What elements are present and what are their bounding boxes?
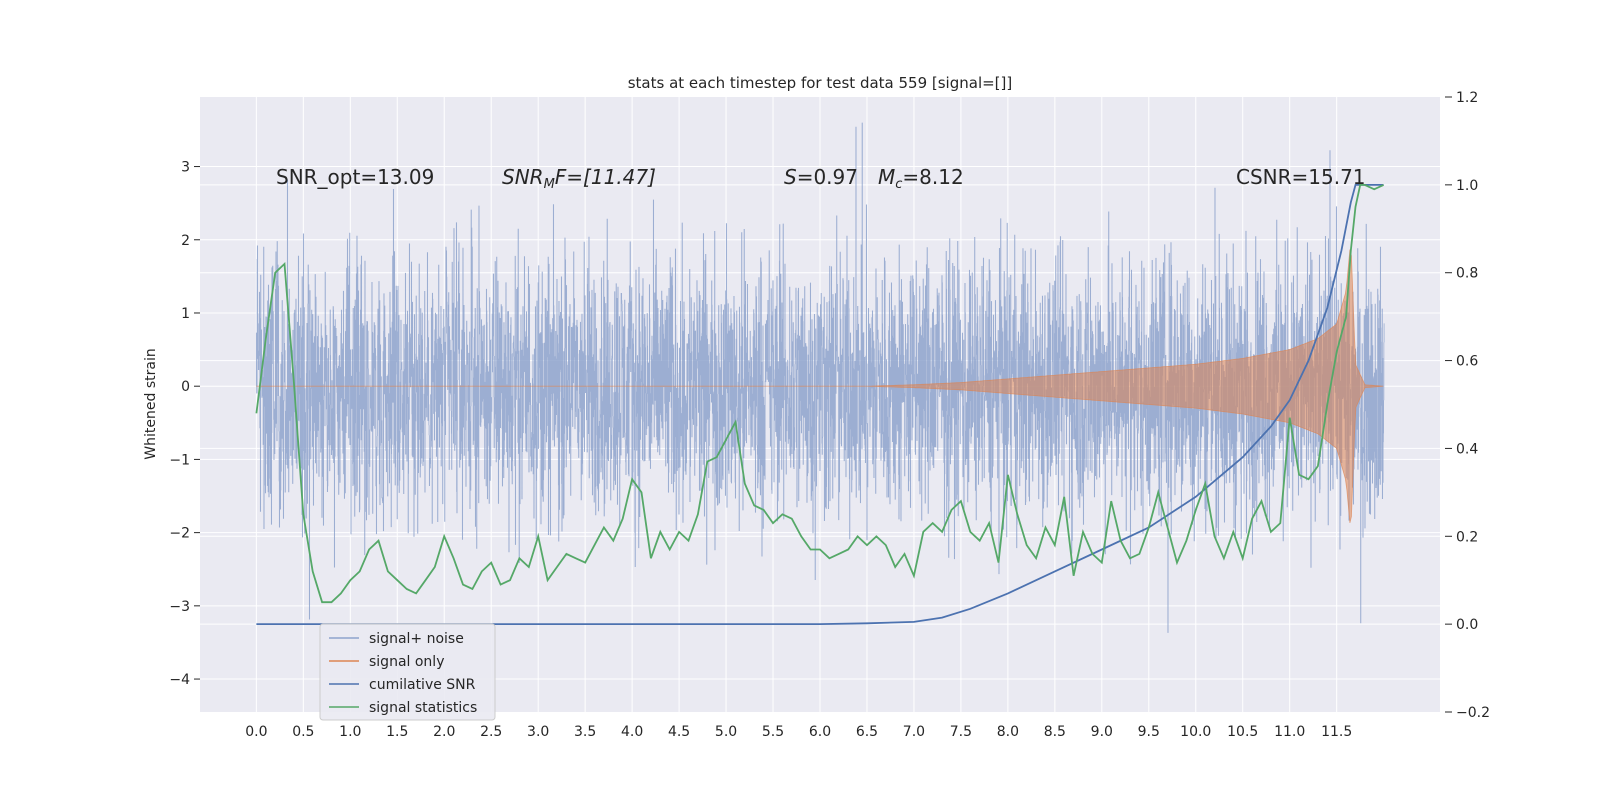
y2-tick-label: 0.6 xyxy=(1456,354,1478,370)
y2-tick-label: 1.2 xyxy=(1456,90,1478,106)
y2-tick-label: 0.0 xyxy=(1456,617,1478,633)
y2-tick-label: 0.2 xyxy=(1456,529,1478,545)
x-tick-label: 10.5 xyxy=(1227,724,1258,740)
x-tick-label: 5.5 xyxy=(762,724,784,740)
x-tick-label: 11.0 xyxy=(1274,724,1305,740)
legend-label-signal-only: signal only xyxy=(369,654,444,670)
y2-tick-label: 1.0 xyxy=(1456,178,1478,194)
legend-label-signal-statistics: signal statistics xyxy=(369,700,477,716)
annotation-snr-mf-sub: M xyxy=(544,177,555,192)
annotation-s-value: =0.97 xyxy=(797,165,858,189)
legend: signal+ noise signal only cumilative SNR… xyxy=(319,623,496,721)
x-tick-label: 1.5 xyxy=(386,724,408,740)
legend-item-signal-plus-noise: signal+ noise xyxy=(329,631,464,647)
legend-box xyxy=(319,623,496,721)
x-tick-label: 6.0 xyxy=(809,724,831,740)
annotation-mc: Mc=8.12 xyxy=(878,165,964,192)
x-tick-label: 10.0 xyxy=(1180,724,1211,740)
x-tick-label: 3.0 xyxy=(527,724,549,740)
legend-item-signal-only: signal only xyxy=(329,654,444,670)
y-tick-label: 2 xyxy=(181,233,190,249)
x-tick-label: 4.5 xyxy=(668,724,690,740)
y-axis-label: Whitened strain xyxy=(143,348,159,459)
signal-only-line xyxy=(256,249,1384,523)
annotation-snr-mf: SNRMF=[11.47] xyxy=(502,165,656,192)
annotation-snr-mf-suffix: F=[11.47] xyxy=(555,165,656,189)
y2-tick-label: −0.2 xyxy=(1456,705,1490,721)
x-tick-label: 9.5 xyxy=(1138,724,1160,740)
annotation-snr-mf-prefix: SNR xyxy=(502,165,544,189)
y-tick-label: 1 xyxy=(181,306,190,322)
annotation-snr-opt: SNR_opt=13.09 xyxy=(276,165,434,189)
x-tick-label: 9.0 xyxy=(1091,724,1113,740)
x-tick-label: 2.0 xyxy=(433,724,455,740)
x-tick-label: 8.0 xyxy=(997,724,1019,740)
annotation-mc-sub: c xyxy=(895,177,902,192)
annotation-mc-label: M xyxy=(878,165,895,189)
annotation-csnr: CSNR=15.71 xyxy=(1236,165,1366,189)
x-tick-label: 7.5 xyxy=(950,724,972,740)
x-tick-label: 6.5 xyxy=(856,724,878,740)
chart-title: stats at each timestep for test data 559… xyxy=(628,74,1013,92)
y-tick-label: −3 xyxy=(169,599,190,615)
y-tick-label: −1 xyxy=(169,452,190,468)
x-tick-label: 8.5 xyxy=(1044,724,1066,740)
y2-tick-label: 0.4 xyxy=(1456,441,1478,457)
x-tick-label: 2.5 xyxy=(480,724,502,740)
x-tick-label: 11.5 xyxy=(1321,724,1352,740)
legend-item-cumulative-snr: cumilative SNR xyxy=(329,677,476,693)
annotation-s-label: S xyxy=(784,165,797,189)
x-tick-label: 5.0 xyxy=(715,724,737,740)
axis-layer: 0.0 0.5 1.0 1.5 2.0 2.5 3.0 3.5 4.0 4.5 5.0 5.5 6.0 6… xyxy=(169,90,1490,740)
y-tick-label: 0 xyxy=(181,379,190,395)
legend-label-signal-plus-noise: signal+ noise xyxy=(369,631,464,647)
y-tick-label: −2 xyxy=(169,526,190,542)
y2-tick-label: 0.8 xyxy=(1456,266,1478,282)
x-tick-label: 3.5 xyxy=(574,724,596,740)
x-tick-label: 7.0 xyxy=(903,724,925,740)
legend-label-cumulative-snr: cumilative SNR xyxy=(369,677,476,693)
line-series-layer xyxy=(255,184,1384,625)
legend-item-signal-statistics: signal statistics xyxy=(329,700,477,716)
x-tick-label: 4.0 xyxy=(621,724,643,740)
y-tick-label: −4 xyxy=(169,672,190,688)
signal-statistics-line xyxy=(255,184,1384,604)
x-tick-label: 1.0 xyxy=(339,724,361,740)
y-tick-label: 3 xyxy=(181,160,190,176)
signal-only-series xyxy=(256,249,1384,523)
x-tick-label: 0.0 xyxy=(245,724,267,740)
annotation-mc-value: =8.12 xyxy=(902,165,963,189)
annotation-s: S=0.97 xyxy=(784,165,858,189)
x-tick-label: 0.5 xyxy=(292,724,314,740)
